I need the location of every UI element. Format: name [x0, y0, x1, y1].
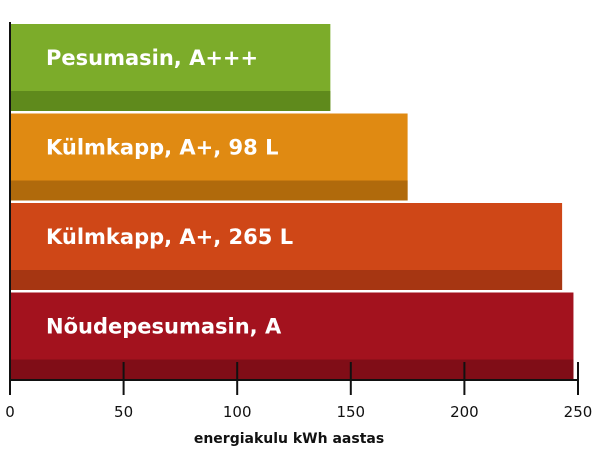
- x-axis-title: energiakulu kWh aastas: [194, 431, 384, 447]
- bar-label: Pesumasin, A+++: [46, 46, 258, 70]
- x-tick-label: 200: [450, 403, 479, 421]
- bar-shade: [10, 270, 563, 290]
- x-tick-label: 0: [5, 403, 15, 421]
- x-tick-label: 50: [114, 403, 133, 421]
- bar-3: Külmkapp, A+, 265 L: [10, 203, 563, 290]
- x-tick-label: 250: [564, 403, 593, 421]
- bar-shade: [10, 180, 408, 201]
- bar-label: Nõudepesumasin, A: [46, 315, 282, 339]
- bar-2: Külmkapp, A+, 98 L: [10, 113, 408, 201]
- bar-label: Külmkapp, A+, 98 L: [46, 136, 278, 160]
- x-tick-label: 150: [336, 403, 365, 421]
- bar-shade: [10, 91, 331, 111]
- bar-shade: [10, 359, 574, 380]
- x-tick-label: 100: [223, 403, 252, 421]
- bar-label: Külmkapp, A+, 265 L: [46, 225, 293, 249]
- bars-group: Pesumasin, A+++ Külmkapp, A+, 98 L Külmkap…: [10, 24, 574, 380]
- bar-4: Nõudepesumasin, A: [10, 292, 574, 380]
- x-ticks-group: 0 50 100 150 200 250: [5, 362, 592, 421]
- bar-1: Pesumasin, A+++: [10, 24, 331, 111]
